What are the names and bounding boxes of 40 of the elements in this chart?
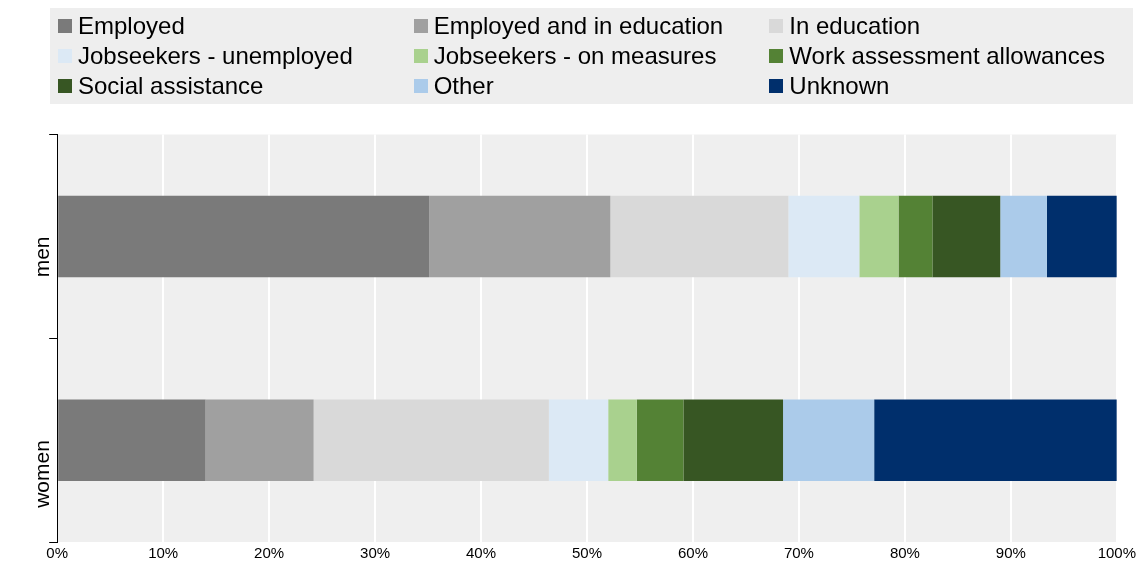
bar (859, 195, 899, 278)
x-tick-label: 20% (254, 544, 285, 562)
x-tick-label: 50% (571, 544, 603, 562)
x-tick-label: 10% (148, 544, 179, 562)
legend-label: Unknown (789, 72, 890, 100)
bar (548, 399, 609, 481)
bar (783, 399, 875, 481)
x-tick-label: 0% (46, 544, 69, 562)
x-tick-label: 80% (889, 544, 920, 562)
bar (874, 399, 1117, 481)
legend-label: Work assessment allowances (789, 42, 1106, 70)
bar (58, 399, 206, 481)
x-tick-label: 70% (783, 544, 814, 562)
x-tick-label: 100% (1097, 544, 1137, 562)
bar (608, 399, 637, 481)
x-tick-label: 30% (360, 544, 391, 562)
x-tick-label: 60% (677, 544, 708, 562)
bar (788, 195, 860, 278)
legend-label: Jobseekers - unemployed (78, 42, 353, 70)
legend-label: Employed and in education (433, 12, 724, 40)
bar (313, 399, 549, 481)
bar (1000, 195, 1047, 278)
y-tick-label: women (30, 440, 53, 509)
bar (205, 399, 314, 481)
x-tick-label: 90% (995, 544, 1026, 562)
legend-label: Jobseekers - on measures (433, 42, 717, 70)
x-tick-label: 40% (466, 544, 497, 562)
bar (58, 195, 430, 278)
bar (1046, 195, 1117, 278)
legend-label: In education (789, 12, 921, 40)
y-tick-label: men (30, 236, 53, 278)
bar (683, 399, 784, 481)
legend-label: Social assistance (78, 72, 264, 100)
legend-label: Employed (78, 12, 185, 40)
bar (610, 195, 789, 278)
bar (898, 195, 933, 278)
bar (932, 195, 1001, 278)
bar (636, 399, 684, 481)
legend-label: Other (433, 72, 494, 100)
bar (429, 195, 611, 278)
